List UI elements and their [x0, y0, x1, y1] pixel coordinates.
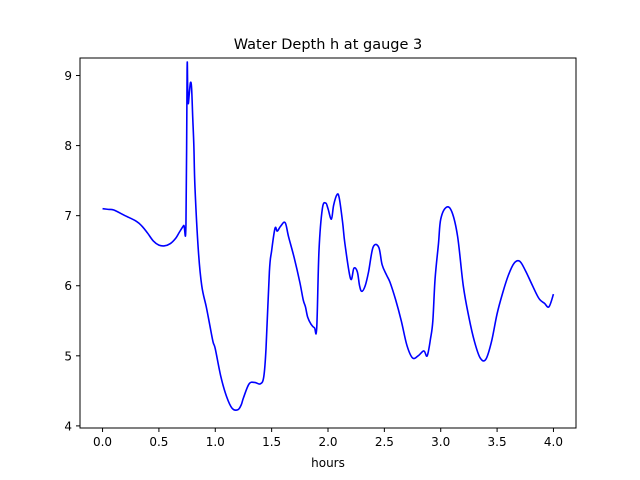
plot-area [102, 61, 555, 412]
axes-frame [79, 57, 577, 429]
x-tick-label: 2.5 [375, 435, 394, 449]
series-line-0 [102, 61, 555, 412]
x-tick-label: 1.5 [262, 435, 281, 449]
x-tick-label: 3.5 [488, 435, 507, 449]
x-tick-label: 3.0 [431, 435, 450, 449]
chart-title: Water Depth h at gauge 3 [234, 37, 422, 53]
axes-ticks: 0.0 0.5 1.0 1.5 2.0 2.5 3.0 3.5 4.0 4 5 6 7 8 9 [64, 69, 563, 449]
x-tick-label: 0.0 [93, 435, 112, 449]
y-tick-label: 6 [64, 279, 72, 293]
y-tick-label: 9 [64, 69, 72, 83]
y-tick-label: 7 [64, 209, 72, 223]
x-tick-label: 0.5 [149, 435, 168, 449]
x-tick-label: 4.0 [544, 435, 563, 449]
x-tick-label: 1.0 [206, 435, 225, 449]
y-tick-label: 4 [64, 419, 72, 433]
y-tick-label: 8 [64, 139, 72, 153]
x-tick-label: 2.0 [318, 435, 337, 449]
y-tick-label: 5 [64, 349, 72, 363]
x-axis-title: hours [311, 456, 345, 470]
